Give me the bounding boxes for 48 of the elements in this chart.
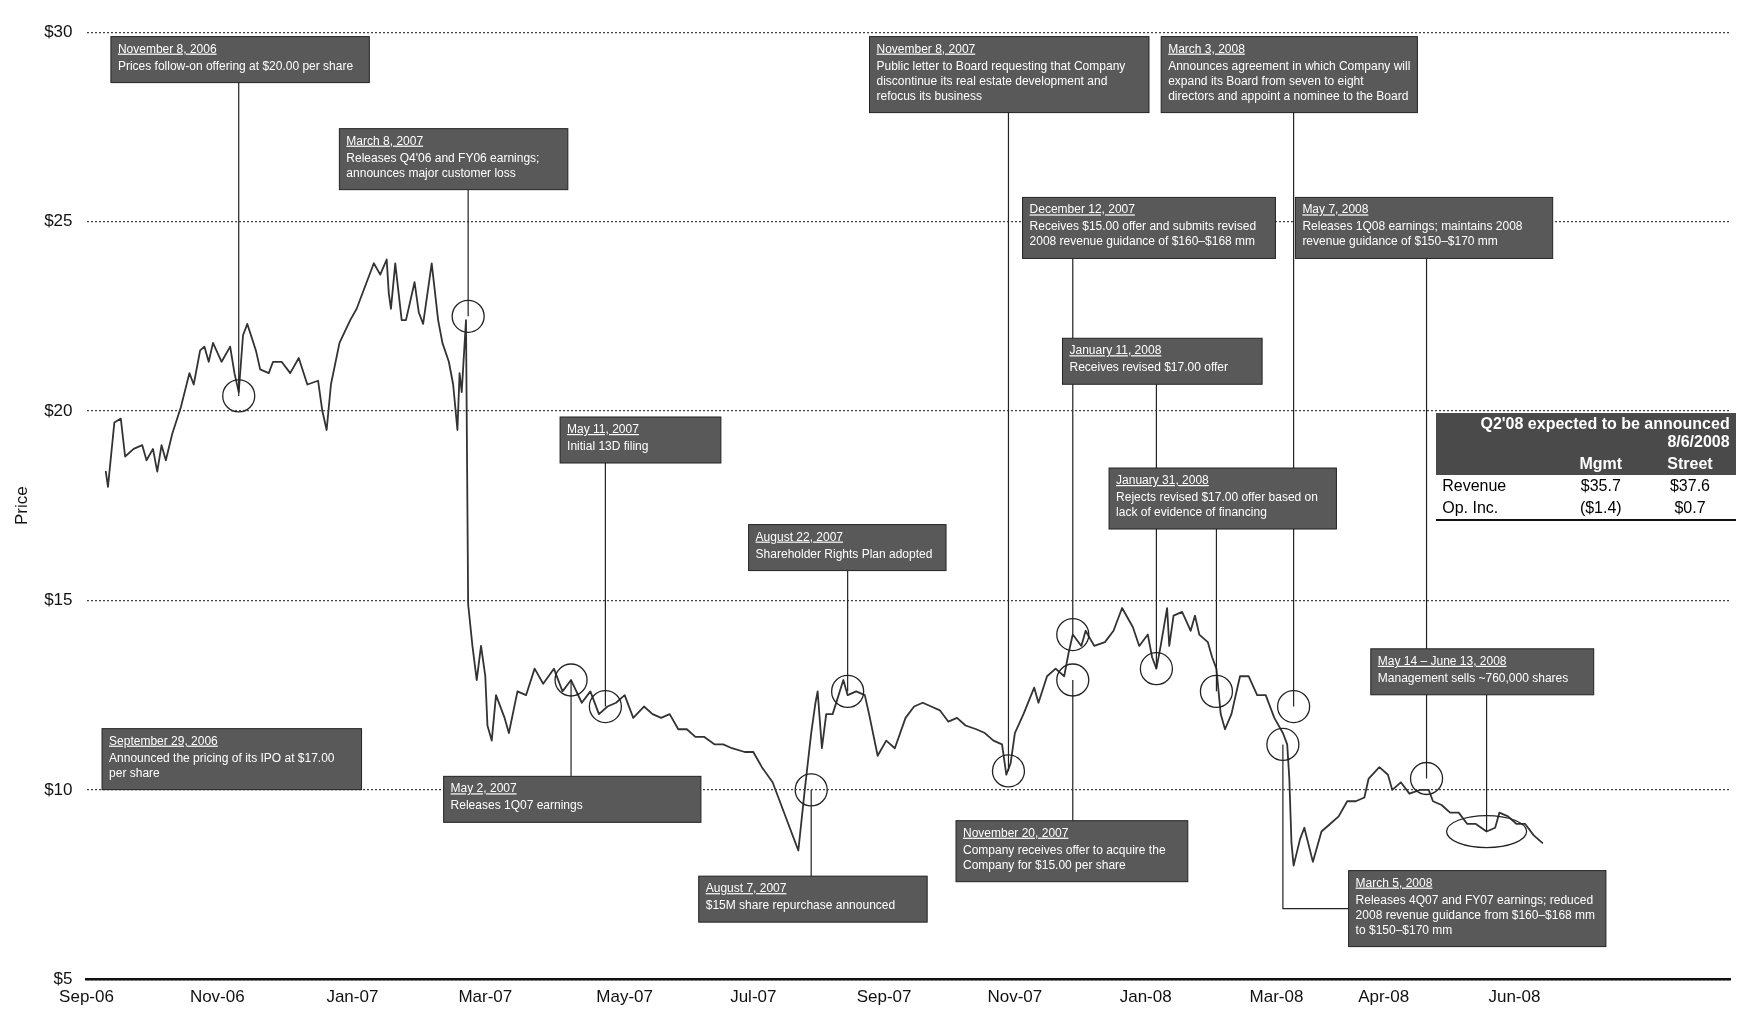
annotation: November 8, 2007 Public letter to Board requesting that Company discontinue its real estate development and refocus its business xyxy=(876,41,1126,103)
y-axis-title: Price xyxy=(11,486,31,526)
x-tick-label: Sep-06 xyxy=(59,987,114,1007)
annotation: August 22, 2007 Shareholder Rights Plan adopted xyxy=(755,529,933,561)
annotation: January 11, 2008 Receives revised $17.00 offer xyxy=(1069,343,1229,375)
annotation: November 20, 2007 Company receives offer to acquire the Company for $15.00 per share xyxy=(963,825,1166,872)
annotation: December 12, 2007 Receives $15.00 offer and submits revised 2008 revenue guidance of $160–$168 mm xyxy=(1029,202,1257,249)
y-tick-label: $10 xyxy=(44,779,73,799)
annotation: November 8, 2006 Prices follow-on offering at $20.00 per share xyxy=(117,41,354,73)
annotation: Revenue xyxy=(1441,475,1508,496)
x-tick-label: Jan-07 xyxy=(326,987,379,1007)
annotation: Mgmt xyxy=(1578,453,1624,474)
y-tick-label: $25 xyxy=(44,211,73,231)
annotation: March 5, 2008 Releases 4Q07 and FY07 earnings; reduced 2008 revenue guidance from $160–$168 mm to $150–$170 mm xyxy=(1355,875,1596,937)
callout: August 7, 2007 $15M share repurchase announced xyxy=(698,773,928,923)
x-tick-label: Mar-08 xyxy=(1249,987,1304,1007)
annotation: August 7, 2007 $15M share repurchase announced xyxy=(705,881,896,913)
annotation: May 2, 2007 Releases 1Q07 earnings xyxy=(450,781,583,813)
y-tick-label: $15 xyxy=(44,590,73,610)
callout: May 11, 2007 Initial 13D filing xyxy=(559,416,722,724)
callout: September 29, 2006 Announced the pricing of its IPO at $17.00 per share xyxy=(101,728,363,791)
y-tick-label: $30 xyxy=(44,21,73,41)
annotation: Q2'08 expected to be announced 8/6/2008 xyxy=(1436,412,1736,453)
y-tick-label: $20 xyxy=(44,400,73,420)
callout: May 2, 2007 Releases 1Q07 earnings xyxy=(443,663,702,823)
x-tick-label: Apr-08 xyxy=(1358,987,1410,1007)
annotation: $0.7 xyxy=(1673,497,1707,518)
x-tick-label: Nov-06 xyxy=(189,987,245,1007)
x-tick-label: Nov-07 xyxy=(987,987,1043,1007)
annotation: $37.6 xyxy=(1668,475,1711,496)
annotation: September 29, 2006 Announced the pricing of its IPO at $17.00 per share xyxy=(109,733,335,780)
x-tick-label: Sep-07 xyxy=(856,987,912,1007)
annotation: ($1.4) xyxy=(1578,497,1623,518)
annotation: Op. Inc. xyxy=(1441,497,1500,518)
annotation: January 31, 2008 Rejects revised $17.00 offer based on lack of evidence of financing xyxy=(1116,473,1318,520)
annotation: May 11, 2007 Initial 13D filing xyxy=(567,422,649,454)
x-tick-label: Mar-07 xyxy=(458,987,513,1007)
annotation: May 14 – June 13, 2008 Management sells ~760,000 shares xyxy=(1377,653,1569,685)
x-tick-label: May-07 xyxy=(596,987,654,1007)
x-tick-label: Jun-08 xyxy=(1488,987,1541,1007)
x-tick-label: Jul-07 xyxy=(730,987,777,1007)
annotation: March 3, 2008 Announces agreement in which Company will expand its Board from seven to eight directors and appoint a nominee to the Board xyxy=(1168,41,1411,103)
annotation: Street xyxy=(1666,453,1714,474)
x-tick-label: Jan-08 xyxy=(1119,987,1172,1007)
annotation: May 7, 2008 Releases 1Q08 earnings; maintains 2008 revenue guidance of $150–$170 mm xyxy=(1302,202,1523,249)
annotation: $35.7 xyxy=(1579,475,1622,496)
y-tick-label: $5 xyxy=(53,968,73,988)
annotation: March 8, 2007 Releases Q4'06 and FY06 earnings; announces major customer loss xyxy=(346,133,540,180)
